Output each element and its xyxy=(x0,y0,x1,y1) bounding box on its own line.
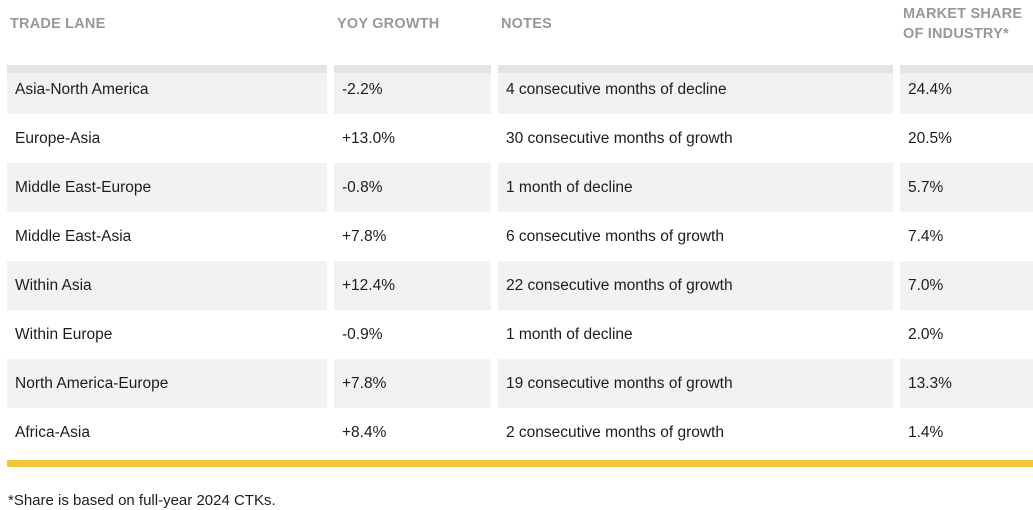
notes-cell: 1 month of decline xyxy=(506,325,633,343)
table-row: Africa-Asia +8.4% 2 consecutive months o… xyxy=(7,408,1033,457)
yoy-growth-cell: +7.8% xyxy=(334,359,491,408)
trade-lane-cell: Middle East-Asia xyxy=(15,227,132,245)
table-row: Middle East-Asia +7.8% 6 consecutive mon… xyxy=(7,212,1033,261)
footnote: *Share is based on full-year 2024 CTKs. xyxy=(8,492,276,509)
yoy-growth-cell: +13.0% xyxy=(342,129,396,147)
trade-lane-cell: Middle East-Europe xyxy=(7,163,327,212)
column-header-market-share: MARKET SHARE OF INDUSTRY* xyxy=(903,6,1023,42)
notes-cell: 30 consecutive months of growth xyxy=(506,129,733,147)
market-share-cell: 24.4% xyxy=(900,65,1033,114)
yoy-growth-cell: +7.8% xyxy=(342,227,387,245)
trade-lane-cell: Asia-North America xyxy=(7,65,327,114)
table-row: Within Europe -0.9% 1 month of decline 2… xyxy=(7,310,1033,359)
trade-lane-cell: North America-Europe xyxy=(7,359,327,408)
table-row: North America-Europe +7.8% 19 consecutiv… xyxy=(7,359,1033,408)
table-row: Within Asia +12.4% 22 consecutive months… xyxy=(7,261,1033,310)
trade-lane-table: TRADE LANE YOY GROWTH NOTES MARKET SHARE… xyxy=(7,0,1033,457)
market-share-cell: 20.5% xyxy=(908,129,952,147)
notes-cell: 1 month of decline xyxy=(498,163,893,212)
market-share-cell: 1.4% xyxy=(908,423,944,441)
column-header-notes: NOTES xyxy=(501,16,552,32)
market-share-cell: 7.4% xyxy=(908,227,944,245)
table-row: Europe-Asia +13.0% 30 consecutive months… xyxy=(7,114,1033,163)
market-share-cell: 5.7% xyxy=(900,163,1033,212)
market-share-cell: 7.0% xyxy=(900,261,1033,310)
yoy-growth-cell: -0.9% xyxy=(342,325,383,343)
market-share-cell: 13.3% xyxy=(900,359,1033,408)
trade-lane-cell: Within Europe xyxy=(15,325,113,343)
notes-cell: 6 consecutive months of growth xyxy=(506,227,724,245)
table-row: Middle East-Europe -0.8% 1 month of decl… xyxy=(7,163,1033,212)
trade-lane-cell: Within Asia xyxy=(7,261,327,310)
notes-cell: 2 consecutive months of growth xyxy=(506,423,724,441)
notes-cell: 19 consecutive months of growth xyxy=(498,359,893,408)
market-share-cell: 2.0% xyxy=(908,325,944,343)
yoy-growth-cell: -2.2% xyxy=(334,65,491,114)
notes-cell: 4 consecutive months of decline xyxy=(498,65,893,114)
yoy-growth-cell: -0.8% xyxy=(334,163,491,212)
accent-bar xyxy=(7,460,1033,467)
yoy-growth-cell: +12.4% xyxy=(334,261,491,310)
column-header-yoy-growth: YOY GROWTH xyxy=(337,16,440,32)
trade-lane-cell: Africa-Asia xyxy=(15,423,90,441)
table-header-row: TRADE LANE YOY GROWTH NOTES MARKET SHARE… xyxy=(7,0,1033,65)
yoy-growth-cell: +8.4% xyxy=(342,423,387,441)
trade-lane-cell: Europe-Asia xyxy=(15,129,101,147)
notes-cell: 22 consecutive months of growth xyxy=(498,261,893,310)
column-header-trade-lane: TRADE LANE xyxy=(10,16,106,32)
table-row: Asia-North America -2.2% 4 consecutive m… xyxy=(7,65,1033,114)
